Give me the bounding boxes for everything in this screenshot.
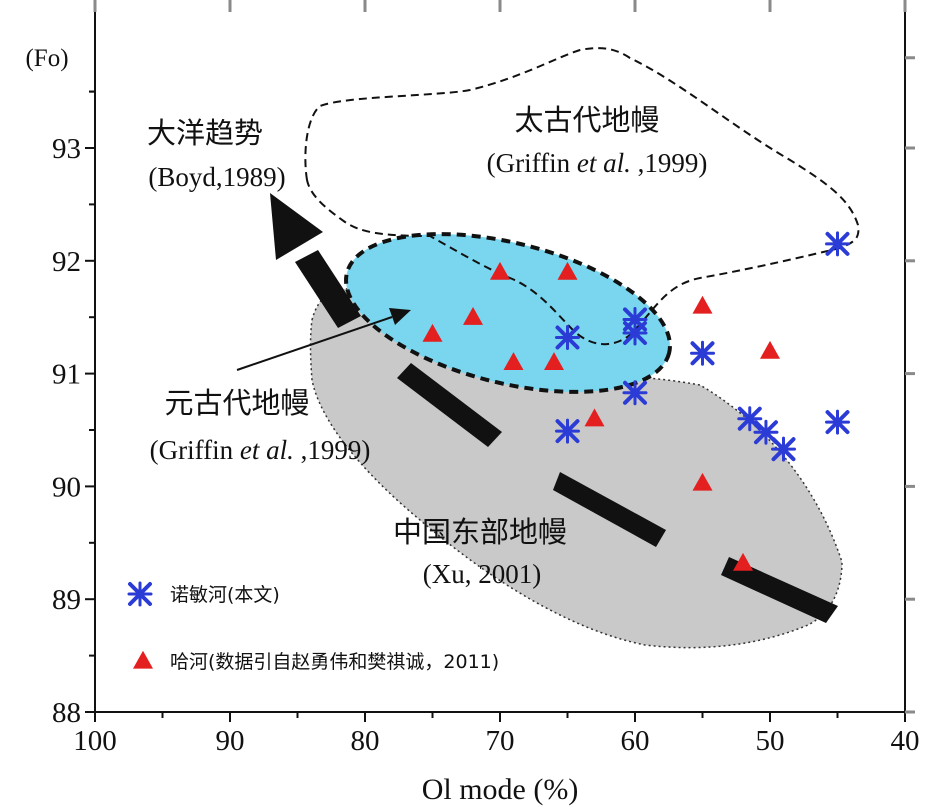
oceanic-trend-dash bbox=[721, 557, 838, 623]
oceanic-trend-arrowhead bbox=[270, 193, 323, 260]
oceanic-trend-reference: (Boyd,1989) bbox=[148, 162, 285, 192]
china-mantle-label: 中国东部地幔 bbox=[393, 515, 567, 549]
legend-label-hahe: 哈河(数据引自赵勇伟和樊祺诚，2011) bbox=[170, 651, 499, 673]
legend: 诺敏河(本文) 哈河(数据引自赵勇伟和樊祺诚，2011) bbox=[127, 581, 499, 673]
nuominhe-point bbox=[753, 419, 779, 445]
legend-asterisk-marker bbox=[127, 581, 153, 607]
x-tick-label: 60 bbox=[621, 725, 650, 757]
proterozoic-mantle-region bbox=[344, 232, 672, 394]
legend-asterisk bbox=[127, 581, 153, 607]
oceanic-trend-dash bbox=[553, 472, 666, 547]
hahe-point bbox=[503, 352, 524, 370]
nuominhe-point bbox=[622, 320, 648, 346]
hahe-point bbox=[760, 340, 780, 359]
nuominhe-point bbox=[690, 340, 715, 366]
y-tick-label: 90 bbox=[52, 471, 81, 503]
china-mantle-reference: (Xu, 2001) bbox=[423, 559, 541, 589]
hahe-point bbox=[490, 261, 510, 280]
oceanic-trend-label: 大洋趋势 bbox=[147, 116, 263, 150]
nuominhe-point bbox=[825, 231, 850, 257]
y-tick-label: 91 bbox=[52, 359, 81, 391]
hahe-point bbox=[692, 295, 713, 314]
hahe-point bbox=[733, 552, 753, 571]
proterozoic-label: 元古代地幔 bbox=[164, 386, 309, 420]
y-tick-label: 89 bbox=[52, 584, 81, 616]
x-tick-label: 50 bbox=[756, 725, 785, 757]
archean-label: 太古代地幔 bbox=[514, 103, 659, 137]
hahe-point bbox=[463, 307, 483, 325]
proterozoic-pointer-head bbox=[389, 308, 411, 325]
hahe-point bbox=[692, 472, 713, 491]
proterozoic-reference: (Griffin et al. ,1999) bbox=[150, 435, 371, 465]
oceanic-trend-dash bbox=[295, 250, 361, 328]
archean-reference: (Griffin et al. ,1999) bbox=[487, 148, 708, 178]
x-tick-label: 40 bbox=[891, 725, 920, 757]
x-tick-label: 70 bbox=[486, 725, 515, 757]
nuominhe-point bbox=[555, 418, 580, 444]
x-tick-label: 90 bbox=[216, 725, 245, 757]
hahe-point bbox=[557, 261, 578, 280]
y-axis-label: (Fo) bbox=[25, 45, 68, 72]
x-tick-label: 100 bbox=[73, 725, 117, 757]
archean-mantle-region bbox=[304, 47, 860, 346]
nuominhe-point bbox=[622, 380, 648, 406]
x-axis-label: Ol mode (%) bbox=[422, 773, 579, 806]
hahe-point bbox=[584, 408, 605, 427]
proterozoic-pointer-line bbox=[236, 316, 393, 371]
nuominhe-point bbox=[771, 436, 796, 462]
oceanic-trend-dash bbox=[397, 363, 502, 447]
x-tick-label: 80 bbox=[351, 725, 380, 757]
nuominhe-point bbox=[555, 325, 580, 351]
hahe-point bbox=[544, 352, 564, 370]
y-tick-label: 88 bbox=[52, 697, 81, 729]
y-tick-label: 93 bbox=[52, 133, 81, 165]
legend-triangle-marker bbox=[133, 650, 153, 669]
nuominhe-point bbox=[825, 409, 850, 435]
hahe-point bbox=[422, 323, 443, 342]
legend-label-nuominhe: 诺敏河(本文) bbox=[170, 584, 280, 606]
y-tick-label: 92 bbox=[52, 246, 81, 278]
legend-triangle bbox=[133, 650, 153, 669]
